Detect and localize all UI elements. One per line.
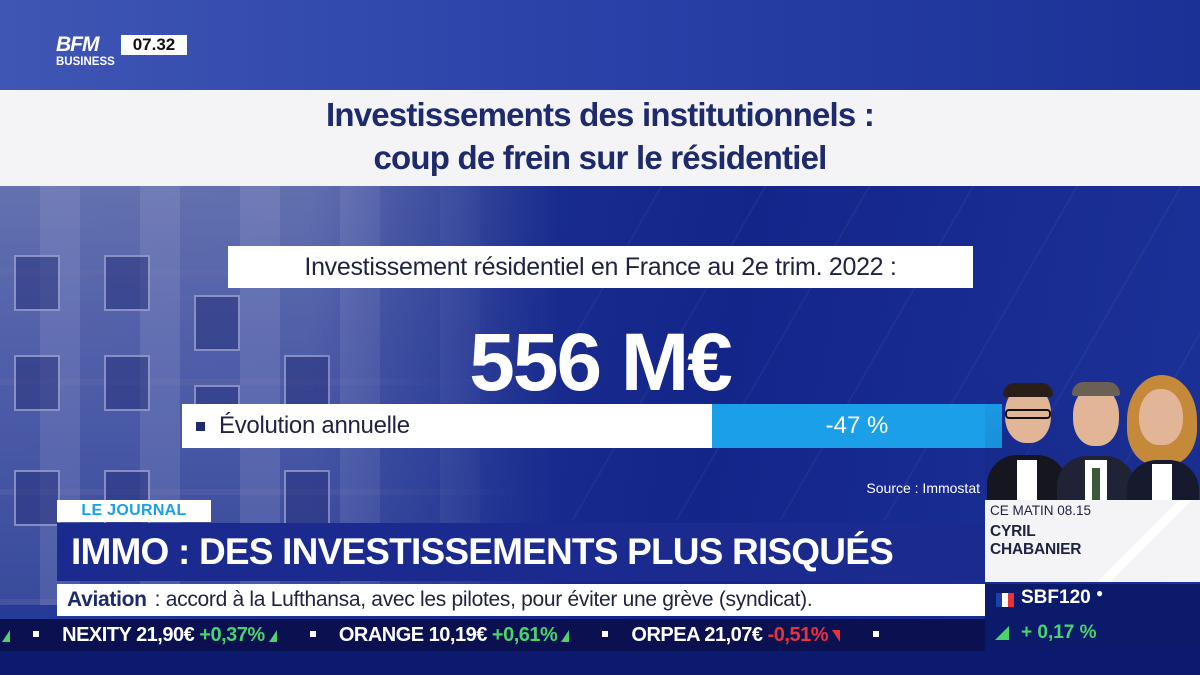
news-ticker-text: : accord à la Lufthansa, avec les pilote… [154, 588, 813, 611]
stock-price: 10,19€ [428, 624, 488, 646]
next-show-panel: CE MATIN 08.15 CYRIL CHABANIER [985, 500, 1200, 582]
bottom-bar [0, 651, 1200, 675]
separator-icon [873, 631, 880, 638]
separator-icon [602, 631, 609, 638]
index-panel: SBF120 ● + 0,17 % [985, 584, 1200, 651]
arrow-up-icon [2, 629, 10, 642]
presenter-2 [1057, 378, 1135, 500]
presenters-photo [985, 372, 1200, 500]
graphic-title-line-2: coup de frein sur le résidentiel [373, 139, 827, 176]
stock-ticker: NEXITY 21,90€ +0,37% ORANGE 10,19€ +0,61… [0, 619, 985, 651]
big-value: 556 M€ [469, 317, 733, 408]
stock-name: ORANGE [338, 624, 424, 646]
stock-name: NEXITY [62, 624, 131, 646]
stock-item: ORANGE 10,19€ +0,61% [338, 619, 570, 651]
presenter-1 [987, 375, 1067, 500]
index-dot-icon: ● [1096, 586, 1104, 600]
headline: IMMO : DES INVESTISSEMENTS PLUS RISQUÉS [57, 523, 985, 581]
next-show-label: CE MATIN 08.15 [990, 503, 1092, 518]
index-name: SBF120 [1021, 587, 1091, 608]
france-flag-icon [996, 593, 1014, 607]
evolution-label-box: Évolution annuelle [182, 404, 712, 448]
stock-price: 21,07€ [704, 624, 763, 646]
news-ticker-keyword: Aviation [67, 588, 147, 611]
news-ticker: Aviation : accord à la Lufthansa, avec le… [57, 584, 985, 616]
next-show-name-first: CYRIL [990, 523, 1036, 540]
logo-bfm-text: BFM [56, 33, 100, 56]
top-band [0, 0, 1200, 90]
graphic-title-line-1: Investissements des institutionnels : [325, 96, 875, 133]
arrow-up-icon [995, 626, 1009, 640]
show-tag: LE JOURNAL [57, 500, 211, 522]
stock-change: -0,51% [767, 624, 829, 646]
stock-change: +0,37% [199, 624, 265, 646]
stock-item: NEXITY 21,90€ +0,37% [62, 619, 277, 651]
evolution-value: -47 % [712, 404, 1002, 448]
title-banner [0, 90, 1200, 186]
stock-item: ORPEA 21,07€ -0,51% [631, 619, 840, 651]
clock: 07.32 [121, 35, 187, 55]
separator-icon [33, 631, 40, 638]
presenter-3 [1125, 375, 1200, 500]
panel-stripe [1095, 500, 1200, 582]
bullet-icon [196, 421, 205, 431]
stock-name: ORPEA [631, 624, 700, 646]
stock-price: 21,90€ [136, 624, 195, 646]
separator-icon [309, 631, 316, 638]
index-change: + 0,17 % [1021, 622, 1097, 643]
next-show-name-last: CHABANIER [990, 541, 1082, 558]
source-note: Source : Immostat [866, 480, 980, 496]
arrow-up-icon [268, 629, 277, 642]
arrow-down-icon [831, 629, 840, 642]
evolution-label: Évolution annuelle [219, 412, 410, 439]
graphic-subtitle: Investissement résidentiel en France au … [228, 246, 973, 288]
arrow-up-icon [561, 629, 570, 642]
evolution-row: Évolution annuelle -47 % [182, 404, 1002, 448]
channel-logo: BFM BUSINESS [56, 33, 118, 75]
stock-change: +0,61% [491, 624, 558, 646]
logo-business-text: BUSINESS [56, 56, 115, 68]
